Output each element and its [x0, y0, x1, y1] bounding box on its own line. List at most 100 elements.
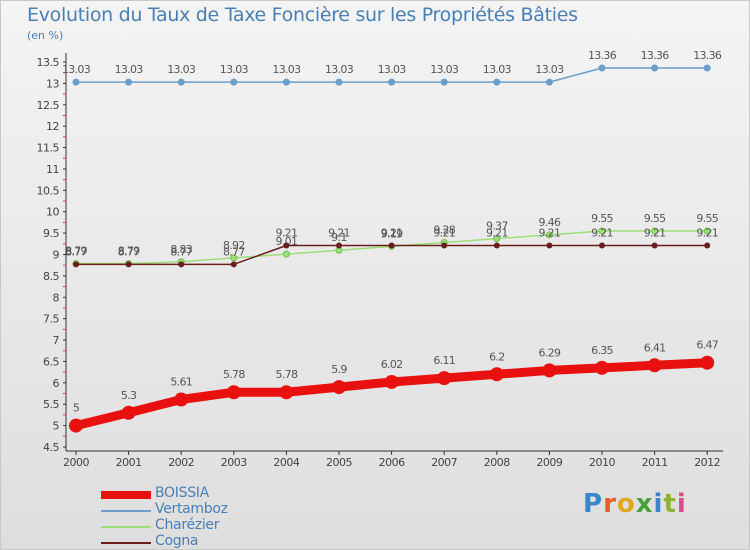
- y-tick-label: 4.5: [43, 441, 59, 454]
- x-tick-label: 2000: [63, 456, 89, 469]
- y-tick-label: 6.5: [43, 355, 59, 368]
- data-label-cogna: 9.21: [644, 227, 666, 240]
- x-tick-label: 2007: [431, 456, 457, 469]
- data-point-boissia: [332, 380, 346, 395]
- data-label-char-zier: 9.55: [644, 212, 666, 225]
- data-label-boissia: 6.29: [539, 346, 561, 359]
- data-point-cogna: [283, 242, 290, 249]
- x-tick-label: 2010: [589, 456, 615, 469]
- data-label-boissia: 6.41: [644, 341, 666, 354]
- logo-letter: i: [653, 489, 664, 519]
- data-label-boissia: 6.47: [696, 339, 718, 352]
- data-point-cogna: [388, 242, 395, 249]
- data-point-boissia: [542, 363, 557, 378]
- data-point-vertamboz: [388, 78, 396, 86]
- y-tick-label: 5.5: [43, 398, 59, 411]
- y-tick-label: 11.5: [37, 142, 60, 155]
- data-point-boissia: [595, 360, 609, 375]
- y-tick-label: 8.5: [43, 270, 59, 283]
- logo-letter: o: [616, 489, 636, 519]
- data-point-vertamboz: [545, 78, 553, 86]
- data-point-boissia: [121, 405, 136, 420]
- data-label-char-zier: 9.28: [433, 224, 455, 237]
- data-label-char-zier: 9.46: [539, 216, 561, 229]
- data-label-char-zier: 9.55: [591, 212, 613, 225]
- data-label-vertamboz: 13.36: [588, 49, 617, 62]
- data-label-boissia: 5: [73, 402, 80, 415]
- legend-swatch-vertamboz: [101, 510, 151, 512]
- data-label-cogna: 9.21: [276, 227, 298, 240]
- y-tick-label: 9.5: [43, 227, 59, 240]
- data-label-cogna: 9.21: [486, 227, 508, 240]
- data-label-vertamboz: 13.03: [167, 63, 196, 76]
- proxiti-logo: Proxiti: [583, 489, 687, 519]
- y-tick-label: 5: [53, 420, 60, 433]
- data-label-boissia: 6.11: [433, 354, 455, 367]
- series-cogna: 8.77 8.77 8.77 8.77 9.21 9.21 9.21 9.21 9.21 9.21…: [65, 227, 719, 268]
- data-label-vertamboz: 13.03: [115, 63, 144, 76]
- data-label-char-zier: 9.55: [696, 212, 718, 225]
- data-label-vertamboz: 13.03: [272, 63, 301, 76]
- data-label-cogna: 9.21: [328, 227, 350, 240]
- x-tick-label: 2001: [116, 456, 142, 469]
- data-point-char-zier: [651, 227, 659, 235]
- data-point-cogna: [230, 261, 237, 268]
- x-tick-label: 2009: [536, 456, 562, 469]
- legend-swatch-char-zier: [101, 526, 151, 528]
- y-tick-label: 12: [46, 120, 59, 133]
- data-label-boissia: 5.9: [331, 363, 347, 376]
- data-point-vertamboz: [598, 64, 606, 72]
- series-line-boissia: [71, 358, 712, 431]
- data-point-char-zier: [493, 235, 501, 243]
- data-point-boissia: [384, 374, 399, 389]
- data-point-cogna: [125, 261, 132, 268]
- y-tick-label: 7: [53, 334, 60, 347]
- data-label-vertamboz: 13.36: [693, 49, 722, 62]
- data-point-vertamboz: [440, 78, 448, 86]
- x-tick-label: 2012: [694, 456, 720, 469]
- data-point-vertamboz: [177, 78, 185, 86]
- data-point-cogna: [73, 261, 79, 268]
- data-point-vertamboz: [230, 78, 238, 86]
- logo-letter: P: [583, 489, 604, 519]
- data-label-boissia: 5.61: [170, 376, 192, 389]
- data-label-cogna: 9.21: [433, 227, 455, 240]
- data-label-boissia: 5.78: [276, 368, 298, 381]
- data-label-cogna: 8.77: [65, 245, 87, 258]
- data-label-boissia: 5.78: [223, 368, 245, 381]
- data-point-cogna: [441, 242, 448, 249]
- y-tick-label: 11: [46, 163, 59, 176]
- data-label-vertamboz: 13.03: [378, 63, 407, 76]
- x-tick-label: 2005: [326, 456, 352, 469]
- data-label-boissia: 6.2: [489, 350, 504, 363]
- data-point-boissia: [647, 358, 662, 373]
- data-point-boissia: [279, 385, 294, 400]
- data-label-boissia: 5.3: [121, 389, 137, 402]
- data-label-cogna: 9.21: [591, 227, 613, 240]
- data-point-vertamboz: [703, 64, 711, 72]
- logo-letter: i: [676, 489, 687, 519]
- data-point-char-zier: [230, 254, 238, 262]
- logo-letter: t: [663, 489, 677, 519]
- data-label-char-zier: 9.19: [381, 227, 403, 240]
- data-point-cogna: [336, 242, 342, 249]
- data-label-char-zier: 8.83: [170, 243, 192, 256]
- data-point-cogna: [704, 242, 711, 249]
- data-label-vertamboz: 13.03: [220, 63, 249, 76]
- y-tick-label: 10: [46, 206, 59, 219]
- y-tick-label: 6: [53, 377, 60, 390]
- data-label-char-zier: 9.37: [486, 220, 508, 233]
- data-label-cogna: 9.21: [539, 227, 561, 240]
- data-label-vertamboz: 13.03: [535, 63, 564, 76]
- logo-letter: x: [635, 489, 654, 519]
- data-label-char-zier: 9.1: [331, 231, 346, 244]
- data-label-char-zier: 8.92: [223, 239, 245, 252]
- data-label-vertamboz: 13.03: [325, 63, 354, 76]
- data-point-vertamboz: [72, 78, 80, 86]
- x-tick-label: 2003: [221, 456, 247, 469]
- data-label-cogna: 8.77: [118, 245, 140, 258]
- data-point-vertamboz: [282, 78, 290, 86]
- data-point-vertamboz: [125, 78, 133, 86]
- data-point-char-zier: [545, 231, 553, 239]
